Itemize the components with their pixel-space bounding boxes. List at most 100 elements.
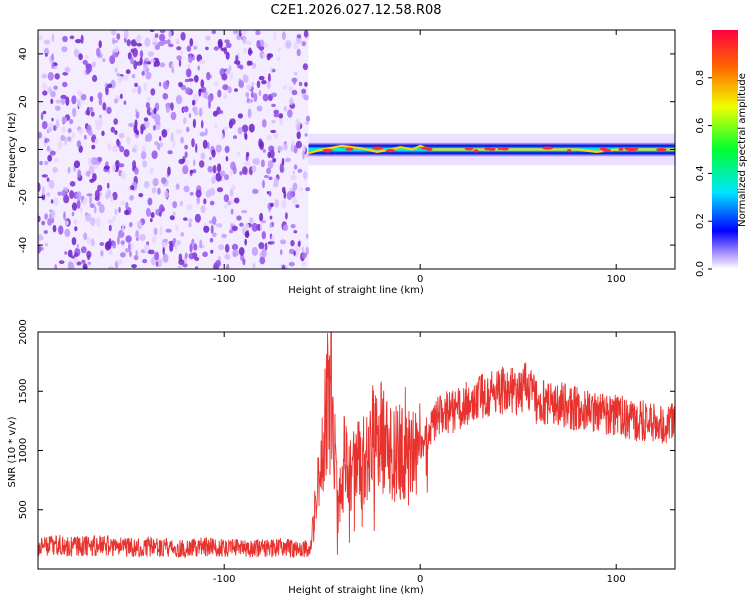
noise-speck — [80, 34, 84, 44]
noise-speck — [143, 117, 149, 122]
noise-speck — [279, 163, 283, 173]
noise-speck — [135, 36, 142, 44]
noise-speck — [161, 129, 168, 138]
noise-speck — [266, 53, 271, 61]
noise-speck — [83, 232, 88, 241]
noise-speck — [91, 61, 97, 68]
noise-speck — [192, 169, 197, 174]
noise-speck — [64, 251, 68, 255]
noise-speck — [230, 208, 234, 215]
noise-speck — [224, 253, 231, 260]
noise-speck — [170, 111, 177, 121]
y-tick-label: -20 — [18, 189, 29, 205]
noise-speck — [146, 97, 152, 101]
noise-speck — [67, 166, 71, 174]
noise-speck — [200, 79, 205, 88]
noise-speck — [114, 98, 118, 104]
noise-speck — [72, 107, 77, 118]
noise-speck — [54, 73, 60, 80]
noise-speck — [157, 143, 161, 151]
noise-speck — [215, 144, 222, 153]
noise-speck — [120, 252, 126, 258]
noise-speck — [270, 149, 275, 159]
colorbar-tick-label: 0.4 — [695, 165, 706, 181]
noise-speck — [176, 46, 182, 51]
noise-speck — [74, 252, 78, 258]
noise-speck — [45, 52, 48, 57]
noise-speck — [76, 243, 80, 249]
noise-speck — [151, 187, 157, 194]
noise-speck — [158, 41, 165, 47]
noise-speck — [174, 241, 178, 251]
noise-speck — [221, 132, 224, 141]
noise-speck — [94, 119, 98, 124]
noise-speck — [203, 198, 207, 205]
noise-speck — [136, 43, 142, 47]
noise-speck — [71, 237, 77, 246]
noise-speck — [99, 242, 105, 246]
noise-speck — [172, 139, 176, 149]
noise-speck — [129, 195, 135, 201]
noise-speck — [94, 165, 99, 169]
noise-speck — [189, 191, 194, 196]
noise-speck — [205, 35, 211, 41]
noise-speck — [154, 33, 159, 39]
noise-speck — [290, 224, 296, 229]
noise-speck — [110, 126, 116, 133]
noise-speck — [117, 75, 122, 84]
noise-speck — [120, 93, 123, 100]
noise-speck — [194, 257, 200, 261]
noise-speck — [219, 170, 226, 177]
noise-speck — [292, 182, 298, 191]
noise-speck — [266, 167, 272, 175]
noise-speck — [182, 217, 188, 221]
noise-speck — [165, 228, 172, 233]
noise-speck — [46, 177, 50, 182]
noise-speck — [261, 80, 267, 85]
noise-speck — [266, 191, 270, 195]
noise-speck — [116, 138, 120, 146]
noise-speck — [186, 45, 192, 52]
noise-speck — [155, 261, 159, 267]
noise-speck — [154, 44, 160, 50]
noise-speck — [266, 80, 271, 89]
noise-speck — [134, 82, 139, 88]
noise-speck — [144, 119, 150, 128]
noise-speck — [242, 166, 248, 175]
noise-speck — [143, 82, 148, 91]
signal-hotspot — [322, 148, 333, 152]
noise-speck — [153, 227, 158, 236]
noise-speck — [178, 59, 182, 67]
noise-speck — [172, 211, 176, 216]
noise-speck — [262, 42, 269, 48]
noise-speck — [230, 184, 236, 191]
noise-speck — [286, 191, 293, 200]
noise-speck — [195, 266, 199, 269]
noise-speck — [134, 119, 138, 128]
noise-speck — [218, 244, 225, 251]
noise-speck — [139, 234, 146, 241]
noise-speck — [233, 197, 240, 204]
noise-speck — [280, 200, 287, 209]
noise-speck — [234, 88, 238, 92]
noise-speck — [148, 249, 155, 255]
noise-speck — [229, 170, 233, 176]
noise-speck — [142, 160, 148, 168]
noise-speck — [71, 95, 77, 105]
noise-speck — [118, 132, 125, 139]
noise-speck — [58, 225, 64, 235]
noise-speck — [267, 160, 274, 169]
noise-speck — [256, 105, 263, 112]
noise-speck — [217, 38, 223, 48]
noise-speck — [142, 258, 148, 264]
noise-speck — [112, 191, 118, 201]
noise-speck — [291, 89, 298, 96]
noise-speck — [302, 150, 305, 160]
noise-speck — [148, 51, 154, 57]
noise-speck — [292, 77, 297, 85]
noise-speck — [195, 143, 198, 153]
noise-speck — [133, 254, 139, 261]
noise-speck — [73, 218, 78, 225]
noise-speck — [135, 250, 138, 256]
noise-speck — [262, 149, 266, 153]
